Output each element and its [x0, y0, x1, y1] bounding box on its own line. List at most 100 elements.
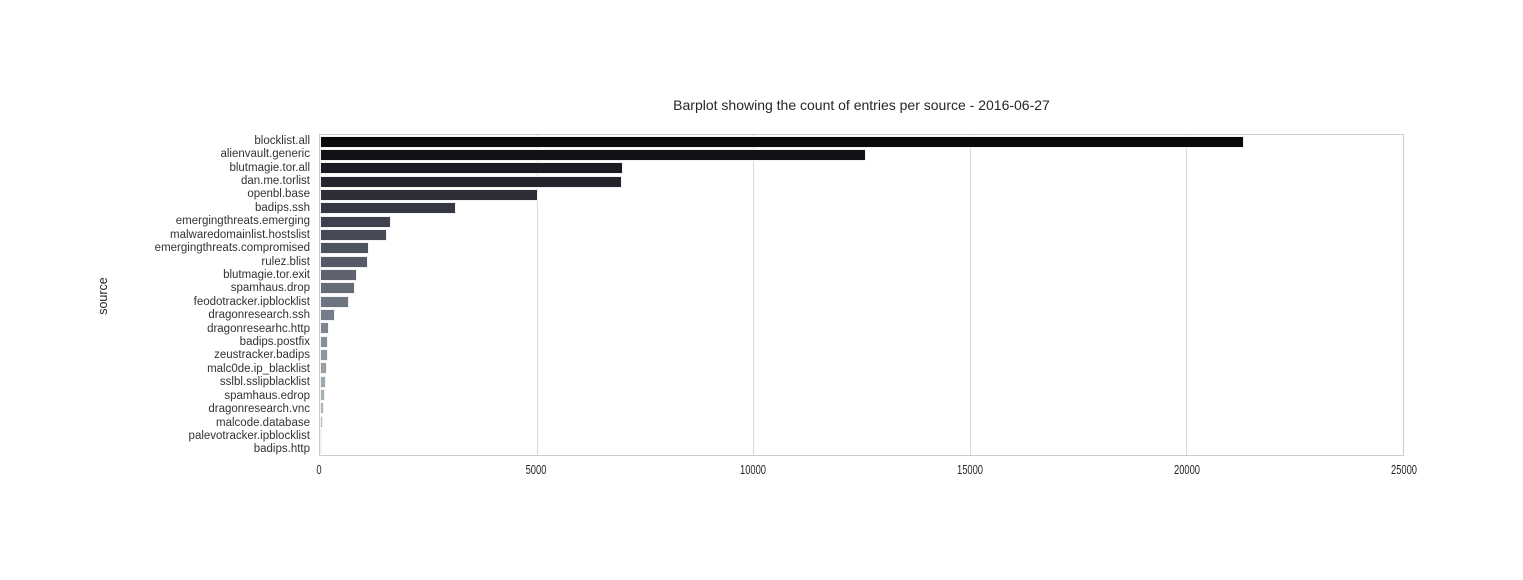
- y-tick-label: emergingthreats.compromised: [154, 242, 310, 255]
- bar-palevotracker.ipblocklist: [320, 428, 322, 441]
- bar-row: [320, 308, 1403, 321]
- y-tick-label: blocklist.all: [254, 134, 310, 147]
- y-tick-row: spamhaus.drop: [0, 282, 310, 295]
- y-tick-label: feodotracker.ipblocklist: [193, 295, 310, 308]
- bar-row: [320, 215, 1403, 228]
- bar-row: [320, 442, 1403, 455]
- bar-row: [320, 375, 1403, 388]
- plot-area: [319, 134, 1404, 456]
- y-tick-label: badips.postfix: [239, 336, 310, 349]
- bar-row: [320, 402, 1403, 415]
- y-tick-label: dan.me.torlist: [240, 174, 310, 187]
- y-tick-label: badips.ssh: [255, 201, 310, 214]
- y-tick-row: sslbl.sslipblacklist: [0, 376, 310, 389]
- y-tick-row: dan.me.torlist: [0, 174, 310, 187]
- bar-row: [320, 268, 1403, 281]
- bar-blutmagie.tor.all: [320, 162, 623, 175]
- y-tick-label: zeustracker.badips: [214, 349, 310, 362]
- bar-row: [320, 148, 1403, 161]
- chart-title: Barplot showing the count of entries per…: [673, 97, 1050, 113]
- y-tick-row: badips.http: [0, 443, 310, 456]
- y-tick-label: dragonresearch.ssh: [208, 309, 310, 322]
- y-tick-row: emergingthreats.emerging: [0, 215, 310, 228]
- y-tick-row: spamhaus.edrop: [0, 389, 310, 402]
- y-tick-row: malwaredomainlist.hostslist: [0, 228, 310, 241]
- y-tick-row: malc0de.ip_blacklist: [0, 362, 310, 375]
- x-tick-label-25000: 25000: [1390, 462, 1418, 477]
- x-tick-label-0: 0: [316, 462, 322, 477]
- y-tick-row: blutmagie.tor.exit: [0, 268, 310, 281]
- bar-row: [320, 282, 1403, 295]
- bar-row: [320, 295, 1403, 308]
- bar-emergingthreats.compromised: [320, 242, 370, 255]
- y-tick-label: malc0de.ip_blacklist: [207, 362, 310, 375]
- bar-dragonresearch.ssh: [320, 308, 336, 321]
- x-tick-label-15000: 15000: [956, 462, 984, 477]
- bar-row: [320, 322, 1403, 335]
- bar-row: [320, 228, 1403, 241]
- y-tick-row: dragonresearch.ssh: [0, 308, 310, 321]
- y-tick-row: palevotracker.ipblocklist: [0, 429, 310, 442]
- bar-rulez.blist: [320, 255, 368, 268]
- y-tick-row: blocklist.all: [0, 134, 310, 147]
- bar-dan.me.torlist: [320, 175, 622, 188]
- bar-emergingthreats.emerging: [320, 215, 392, 228]
- y-tick-row: badips.postfix: [0, 335, 310, 348]
- y-tick-label: alienvault.generic: [220, 148, 310, 161]
- bar-row: [320, 428, 1403, 441]
- y-tick-label: rulez.blist: [261, 255, 310, 268]
- bar-alienvault.generic: [320, 148, 866, 161]
- y-tick-label: sslbl.sslipblacklist: [219, 376, 310, 389]
- bar-openbl.base: [320, 188, 539, 201]
- y-tick-row: rulez.blist: [0, 255, 310, 268]
- bar-spamhaus.edrop: [320, 388, 325, 401]
- bar-badips.http: [320, 442, 322, 455]
- bar-badips.postfix: [320, 335, 329, 348]
- bar-row: [320, 135, 1403, 148]
- y-tick-row: zeustracker.badips: [0, 349, 310, 362]
- y-tick-row: emergingthreats.compromised: [0, 241, 310, 254]
- bar-malc0de.ip_blacklist: [320, 362, 327, 375]
- y-tick-label: badips.http: [253, 443, 310, 456]
- bar-sslbl.sslipblacklist: [320, 375, 326, 388]
- bar-feodotracker.ipblocklist: [320, 295, 349, 308]
- bar-dragonresearhc.http: [320, 322, 330, 335]
- bar-row: [320, 188, 1403, 201]
- y-tick-label: spamhaus.drop: [230, 282, 310, 295]
- y-tick-row: alienvault.generic: [0, 147, 310, 160]
- y-tick-label: dragonresearch.vnc: [208, 403, 310, 416]
- x-tick-labels: 0 5000 10000 15000 20000 25000: [0, 462, 1523, 480]
- y-tick-row: malcode.database: [0, 416, 310, 429]
- bar-zeustracker.badips: [320, 348, 328, 361]
- y-tick-row: badips.ssh: [0, 201, 310, 214]
- bar-malwaredomainlist.hostslist: [320, 228, 387, 241]
- x-tick-label-5000: 5000: [525, 462, 547, 477]
- bar-row: [320, 335, 1403, 348]
- y-tick-label: emergingthreats.emerging: [175, 215, 310, 228]
- bar-blutmagie.tor.exit: [320, 268, 357, 281]
- bar-row: [320, 388, 1403, 401]
- bar-blocklist.all: [320, 135, 1245, 148]
- bar-dragonresearch.vnc: [320, 402, 324, 415]
- bar-spamhaus.drop: [320, 282, 356, 295]
- bar-row: [320, 415, 1403, 428]
- bar-row: [320, 242, 1403, 255]
- y-tick-row: openbl.base: [0, 188, 310, 201]
- x-tick-label-10000: 10000: [739, 462, 767, 477]
- x-tick-label-20000: 20000: [1173, 462, 1201, 477]
- y-tick-label: blutmagie.tor.all: [229, 161, 310, 174]
- gridline-5000: [536, 135, 538, 455]
- bar-row: [320, 255, 1403, 268]
- y-tick-row: feodotracker.ipblocklist: [0, 295, 310, 308]
- y-tick-label: malwaredomainlist.hostslist: [170, 228, 310, 241]
- gridline-15000: [969, 135, 971, 455]
- y-tick-row: dragonresearhc.http: [0, 322, 310, 335]
- y-tick-label: dragonresearhc.http: [207, 322, 310, 335]
- bar-malcode.database: [320, 415, 324, 428]
- y-tick-row: blutmagie.tor.all: [0, 161, 310, 174]
- y-tick-label: spamhaus.edrop: [224, 389, 310, 402]
- bar-badips.ssh: [320, 202, 457, 215]
- bars-container: [320, 135, 1403, 455]
- y-tick-labels: blocklist.all alienvault.generic blutmagie…: [0, 134, 310, 456]
